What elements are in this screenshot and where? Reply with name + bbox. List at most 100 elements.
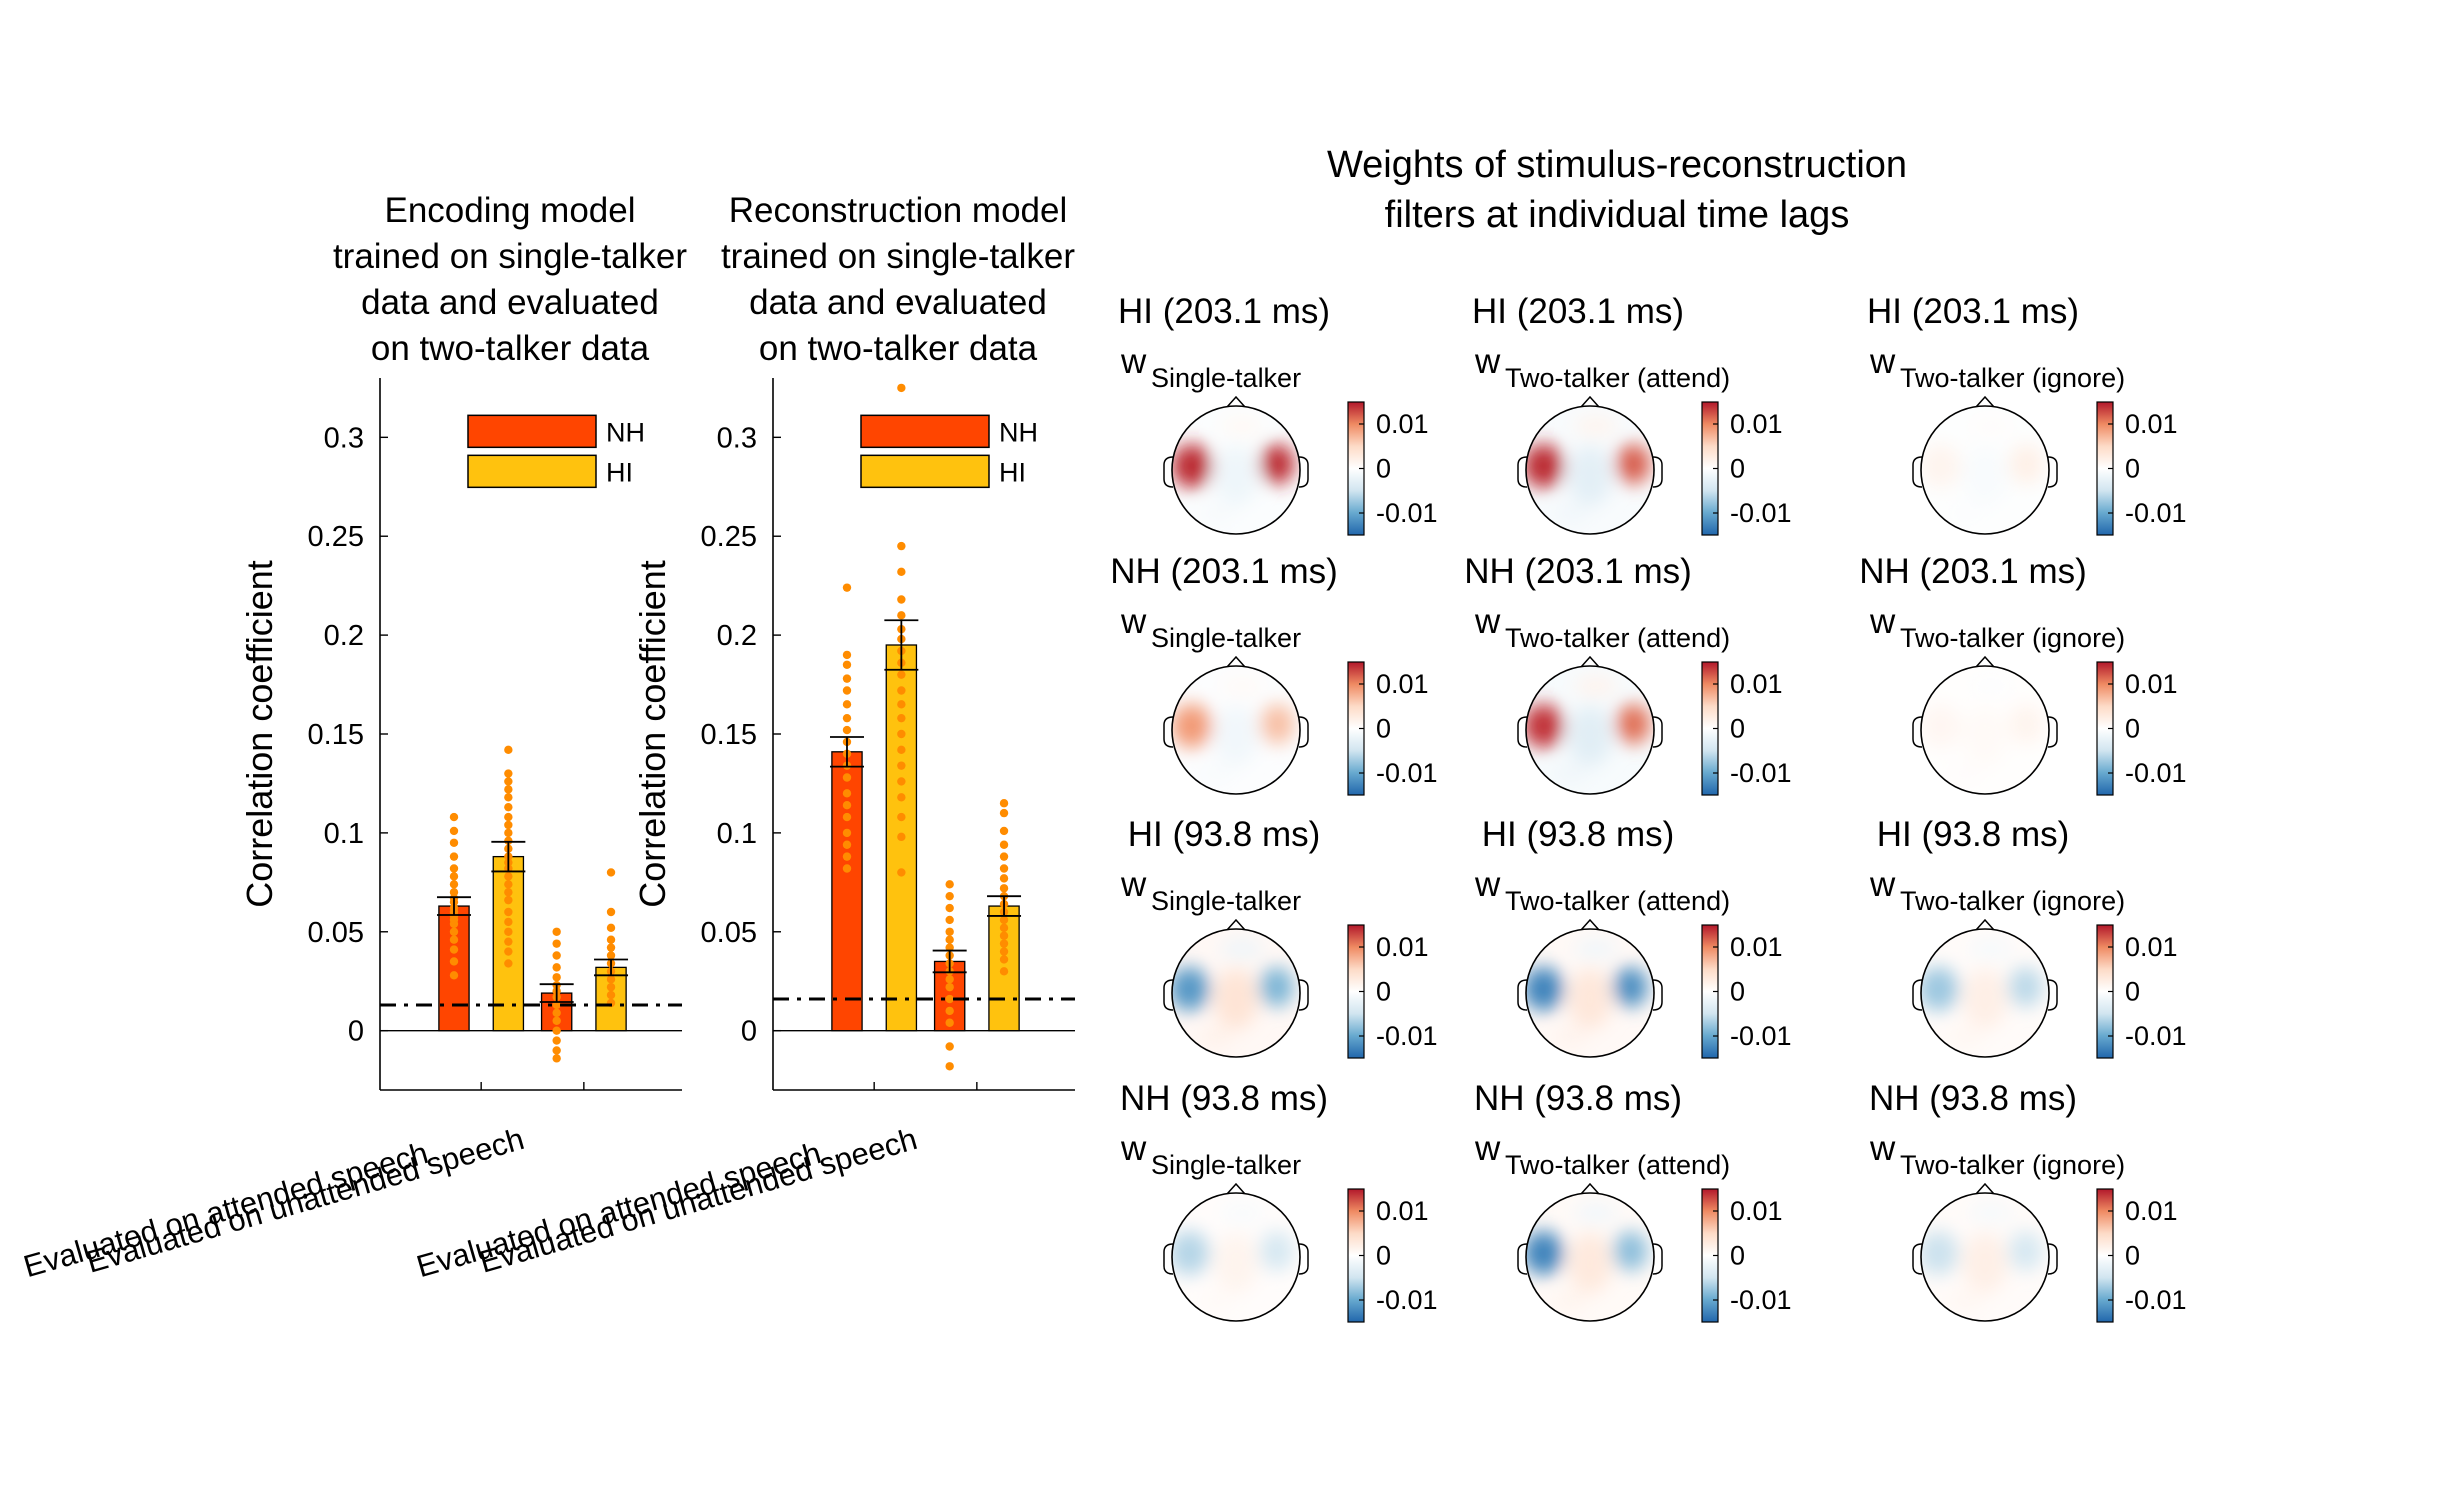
w-subscript: Single-talker <box>1151 363 1301 393</box>
data-point <box>842 583 852 592</box>
weight-map-panel: HI (93.8 ms) w Two-talker (attend)0.01 0 -0.… <box>1474 815 1792 1059</box>
frontal-blob <box>1220 1203 1264 1223</box>
center-blob <box>1963 1233 2007 1293</box>
frontal-blob <box>1574 1203 1618 1223</box>
frontal-blob <box>1574 416 1618 436</box>
data-point <box>504 777 513 786</box>
data-point <box>449 945 459 954</box>
nose <box>1580 1182 1600 1195</box>
weight-map-panel: NH (203.1 ms) w Two-talker (ignore)0.01 0 -0… <box>1859 552 2187 796</box>
bar-NH-1 <box>831 751 863 1032</box>
colorbar-tick-label: 0.01 <box>1376 932 1429 962</box>
head-outline <box>1920 665 2050 795</box>
data-point <box>606 982 616 992</box>
right-temporal-blob <box>2008 967 2043 1007</box>
head-outline <box>1525 928 1655 1058</box>
data-point <box>999 852 1009 861</box>
data-point <box>999 808 1009 818</box>
left-ear <box>1163 716 1174 748</box>
data-point <box>842 864 852 873</box>
right-ear <box>1298 456 1309 488</box>
map-title: NH (93.8 ms) <box>1869 1079 2077 1118</box>
center-blob <box>1963 706 2007 766</box>
data-point <box>999 799 1009 808</box>
data-point <box>504 959 513 968</box>
map-title: NH (203.1 ms) <box>1110 552 1338 591</box>
chart-title-line: Reconstruction model <box>729 191 1068 230</box>
right-ear <box>2047 979 2058 1011</box>
center-blob <box>1963 969 2007 1029</box>
w-subscript: Two-talker (attend) <box>1505 363 1730 393</box>
colorbar-tick-label: -0.01 <box>2125 1285 2187 1315</box>
colorbar-tick-label: 0.01 <box>1730 669 1783 699</box>
data-point <box>999 955 1009 964</box>
map-title: HI (93.8 ms) <box>1128 815 1321 854</box>
posterior-blob <box>1198 1027 1234 1047</box>
data-point <box>842 725 852 735</box>
right-ear <box>1652 979 1663 1011</box>
data-point <box>842 773 852 782</box>
right-temporal-blob <box>1616 704 1651 744</box>
data-point <box>449 838 459 847</box>
data-point <box>842 840 852 849</box>
colorbar-tick-label: 0 <box>1730 454 1745 484</box>
topography-blobs <box>1526 416 1651 524</box>
w-symbol: w <box>1120 342 1147 381</box>
data-point <box>999 884 1009 893</box>
data-point <box>842 812 852 822</box>
w-symbol: w <box>1869 1129 1896 1168</box>
topography <box>1172 666 1300 794</box>
data-point <box>606 907 616 917</box>
map-title: HI (93.8 ms) <box>1482 815 1675 854</box>
colorbar-tick-label: 0.01 <box>1730 409 1783 439</box>
left-ear <box>1163 1243 1174 1275</box>
data-point <box>606 990 616 1000</box>
y-axis-label: Correlation coefficient <box>632 560 673 908</box>
right-ear <box>1652 1243 1663 1275</box>
colorbar-tick-label: 0 <box>1376 1241 1391 1271</box>
legend-swatch-NH <box>860 414 990 449</box>
data-point <box>552 939 561 948</box>
data-point <box>897 793 906 802</box>
data-point <box>449 919 459 929</box>
right-temporal-blob <box>2009 704 2044 744</box>
frontal-blob <box>1574 939 1618 959</box>
data-point <box>504 895 513 905</box>
data-point <box>897 713 906 723</box>
left-temporal-blob <box>1921 967 1959 1011</box>
center-blob <box>1214 706 1258 766</box>
frontal-blob <box>1220 676 1264 696</box>
data-point <box>449 872 459 881</box>
data-point <box>897 541 906 551</box>
data-point <box>449 812 459 822</box>
data-point <box>999 923 1009 933</box>
colorbar-tick-label: -0.01 <box>2125 1021 2187 1051</box>
w-subscript: Two-talker (ignore) <box>1900 623 2125 653</box>
data-point <box>504 802 513 812</box>
right-ear <box>2047 716 2058 748</box>
right-temporal-blob <box>1616 444 1651 484</box>
data-point <box>552 1054 561 1063</box>
data-point <box>945 982 954 992</box>
map-title: NH (93.8 ms) <box>1474 1079 1682 1118</box>
colorbar-tick-label: 0.01 <box>2125 932 2178 962</box>
colorbar-tick-label: -0.01 <box>1376 1285 1438 1315</box>
y-axis-label: Correlation coefficient <box>239 560 280 908</box>
data-point <box>842 650 852 660</box>
colorbar-tick-label: 0 <box>2125 1241 2140 1271</box>
legend-swatch-HI <box>860 454 990 489</box>
data-point <box>449 957 459 966</box>
colorbar-tick-label: 0 <box>2125 454 2140 484</box>
data-point <box>897 832 906 842</box>
data-point <box>945 1018 954 1027</box>
y-tick-label: 0.25 <box>308 521 364 553</box>
left-ear <box>1912 979 1923 1011</box>
nose <box>1226 395 1246 408</box>
topography <box>1526 666 1654 794</box>
posterior-blob <box>1198 504 1234 524</box>
colorbar-tick-label: 0.01 <box>2125 1196 2178 1226</box>
posterior-blob <box>1198 1291 1234 1311</box>
x-category-label: Evaluated on unattended speech <box>476 1121 921 1280</box>
nose <box>1975 1182 1995 1195</box>
data-point <box>897 777 906 786</box>
